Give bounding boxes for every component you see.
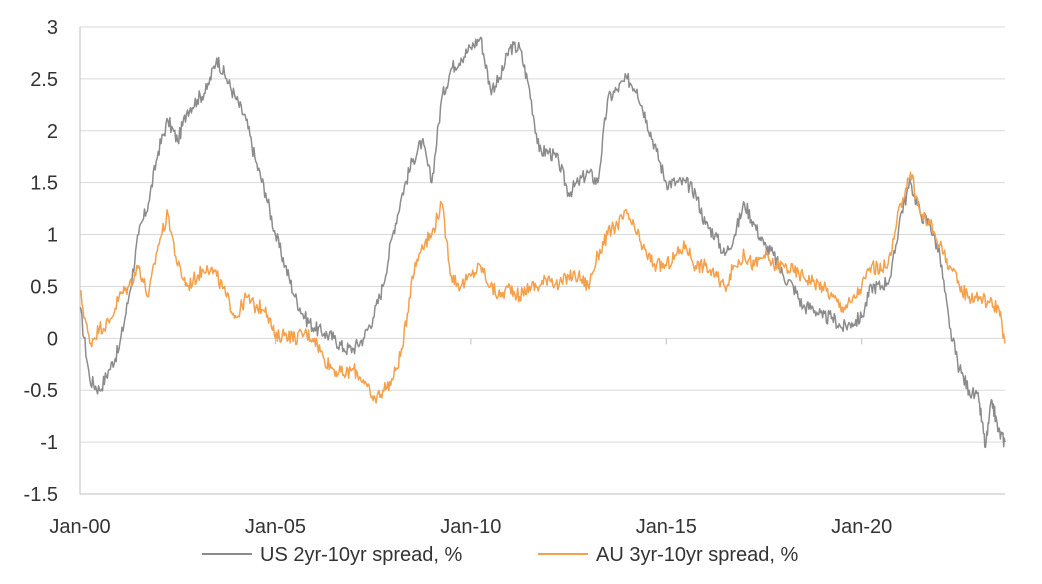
tick-labels: -1.5 -1 -0.5 0 0.5 1 1.5 2 2.5 3 Jan-00 Jan-05 Jan-1… (24, 17, 893, 538)
axes (79, 27, 1005, 495)
gridlines (80, 26, 1005, 495)
series-lines (79, 36, 1006, 449)
y-tick-label: 1.5 (30, 173, 58, 195)
x-tick-label: Jan-00 (49, 516, 110, 538)
series-line-us-2yr-10yr (79, 36, 1006, 449)
x-tick-label: Jan-20 (831, 516, 892, 538)
y-tick-label: 2 (47, 121, 58, 143)
y-tick-label: -0.5 (24, 380, 58, 402)
x-tick-label: Jan-15 (636, 516, 697, 538)
series-line-au-3yr-10yr (79, 171, 1006, 404)
x-tick-label: Jan-10 (440, 516, 501, 538)
legend-au-3yr-10yr-label: AU 3yr-10yr spread, % (596, 544, 799, 566)
y-tick-label: 0 (47, 328, 58, 350)
y-tick-label: -1 (40, 432, 58, 454)
y-tick-label: 0.5 (30, 276, 58, 298)
y-tick-label: -1.5 (24, 484, 58, 506)
legend-us-2yr-10yr-label: US 2yr-10yr spread, % (260, 544, 463, 566)
x-tick-label: Jan-05 (245, 516, 306, 538)
y-tick-label: 2.5 (30, 69, 58, 91)
y-tick-label: 1 (47, 225, 58, 247)
y-tick-label: 3 (47, 17, 58, 39)
legend: US 2yr-10yr spread, % AU 3yr-10yr spread,… (202, 544, 799, 566)
